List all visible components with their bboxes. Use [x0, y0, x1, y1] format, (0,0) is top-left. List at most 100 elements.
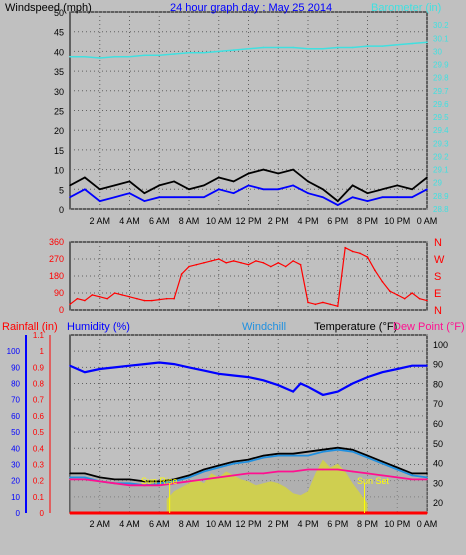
- wind-speed-point: [351, 196, 354, 198]
- windspeed-tick-label: 45: [54, 28, 64, 38]
- barometer-tick-label: 28.8: [433, 205, 449, 214]
- wind-direction-point: [351, 250, 354, 253]
- dew-point-point: [158, 484, 161, 487]
- wind-direction-point: [225, 261, 227, 264]
- temperature-point: [426, 472, 428, 475]
- dew-point-point: [292, 470, 294, 473]
- rainfall-tick-label: 0.2: [33, 477, 45, 486]
- windchill-point: [203, 470, 205, 473]
- wind-direction-point: [128, 295, 131, 298]
- humidity-tick-label: 40: [11, 444, 20, 453]
- wind-gust-point: [307, 180, 309, 183]
- wind-direction-grid: [70, 241, 428, 311]
- wind-direction-point: [314, 303, 317, 306]
- wind-direction-point: [195, 263, 198, 266]
- temperature-axis-label: Temperature (°F): [314, 321, 397, 333]
- temperature-point: [322, 448, 324, 451]
- windspeed-tick-labels: 0 5 10 15 20 25 30 35 40 45 50: [54, 8, 64, 215]
- wind-gust-point: [426, 176, 428, 179]
- humidity-point: [113, 366, 116, 369]
- barometer-point: [366, 45, 369, 47]
- barometer-point: [217, 50, 220, 53]
- humidity-point: [426, 364, 428, 367]
- dew-point-point: [247, 472, 250, 475]
- wind-gust-point: [232, 180, 235, 183]
- barometer-tick-label: 29.8: [433, 74, 449, 83]
- barometer-point: [98, 57, 101, 59]
- barometer-point: [232, 49, 235, 51]
- wind-direction-point: [232, 260, 235, 262]
- humidity-point: [128, 364, 131, 367]
- windchill-point: [336, 448, 339, 451]
- windchill-point: [128, 482, 131, 485]
- wind-gust-point: [322, 188, 324, 191]
- wind-direction-point: [151, 299, 153, 302]
- sunrise-annotation: Sun Rise: [141, 476, 178, 486]
- wind-direction-point: [91, 294, 94, 296]
- wind-direction-point: [98, 295, 101, 298]
- dewpoint-axis-label: Dew Point (°F): [393, 321, 465, 333]
- direction-degree-label: 0: [59, 305, 64, 315]
- wind-speed-point: [336, 204, 339, 206]
- windchill-point: [307, 454, 309, 457]
- windspeed-tick-label: 50: [54, 8, 64, 18]
- rainfall-tick-label: 0.7: [33, 396, 45, 405]
- wind-direction-point: [76, 297, 79, 300]
- dew-point-point: [203, 478, 205, 481]
- wind-gust-point: [84, 176, 86, 179]
- wind-gust-point: [351, 184, 354, 187]
- wind-speed-point: [307, 192, 309, 195]
- wind-direction-point: [329, 303, 332, 306]
- time-tick-label: 8 PM: [357, 519, 378, 529]
- wind-gust-point: [366, 192, 369, 195]
- temperature-tick-label: 50: [433, 439, 443, 449]
- windspeed-tick-label: 0: [59, 205, 64, 215]
- windchill-point: [411, 474, 413, 477]
- dew-point-point: [366, 472, 369, 475]
- humidity-point: [217, 373, 220, 375]
- windspeed-tick-label: 5: [59, 185, 64, 195]
- wind-speed-point: [113, 196, 116, 198]
- rainfall-tick-label: 0.8: [33, 380, 45, 389]
- temperature-point: [84, 472, 86, 475]
- wind-gust-point: [69, 184, 71, 187]
- wind-speed-point: [188, 196, 190, 198]
- temperature-point: [188, 474, 190, 477]
- compass-label: W: [434, 254, 445, 266]
- time-tick-label: 6 AM: [149, 519, 170, 529]
- wind-direction-degree-labels: 0 90 180 270 360: [49, 237, 64, 315]
- rainfall-tick-label: 0.3: [33, 460, 45, 469]
- windchill-point: [217, 466, 220, 469]
- wind-speed-point: [262, 188, 265, 191]
- dew-point-point: [98, 480, 101, 483]
- humidity-tick-label: 100: [7, 347, 21, 356]
- wind-gust-point: [98, 188, 101, 191]
- graph-title: 24 hour graph day : May 25 2014: [170, 2, 332, 14]
- temperature-point: [262, 454, 265, 457]
- barometer-point: [336, 46, 339, 49]
- windchill-point: [158, 482, 161, 485]
- temperature-point: [69, 472, 71, 475]
- dew-point-point: [84, 478, 86, 481]
- time-tick-label: 0 AM: [417, 216, 438, 226]
- barometer-point: [396, 44, 399, 46]
- wind-direction-point: [292, 260, 294, 262]
- direction-degree-label: 360: [49, 237, 64, 247]
- temperature-point: [143, 480, 146, 483]
- humidity-point: [307, 385, 309, 388]
- windspeed-tick-label: 35: [54, 67, 64, 77]
- barometer-tick-label: 30.1: [433, 34, 449, 43]
- wind-speed-point: [292, 184, 294, 187]
- temperature-series-fill: [70, 447, 427, 513]
- barometer-tick-label: 28.9: [433, 192, 449, 201]
- wind-direction-point: [136, 297, 138, 300]
- wind-speed-point: [158, 196, 161, 198]
- sunset-annotation: Sun Set: [357, 476, 390, 486]
- barometer-point: [143, 54, 146, 57]
- wind-direction-point: [322, 301, 324, 304]
- temperature-tick-label: 70: [433, 399, 443, 409]
- temperature-tick-label: 30: [433, 478, 443, 488]
- wind-gust-point: [158, 184, 161, 187]
- windspeed-axis-label: Windspeed (mph): [5, 2, 92, 14]
- barometer-tick-label: 29: [433, 179, 442, 188]
